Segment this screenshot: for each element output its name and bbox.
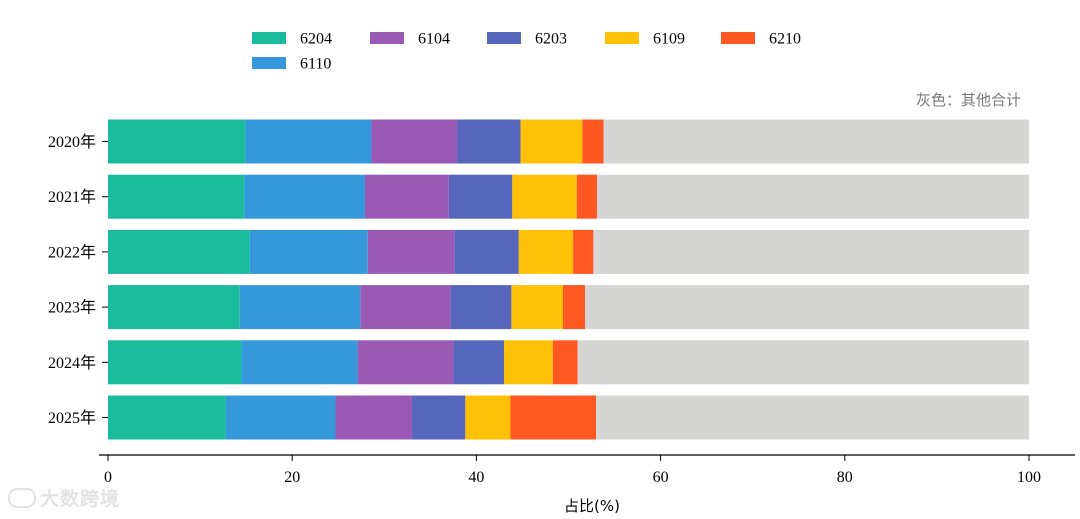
watermark: 大数跨境 [8, 484, 120, 511]
gray-note: 灰色：其他合计 [916, 91, 1021, 109]
x-tick-label: 0 [104, 469, 112, 486]
bar-segment-6203-2020年 [457, 119, 521, 164]
bar-segment-6110-2025年 [225, 395, 336, 440]
bar-segment-6110-2021年 [244, 174, 365, 219]
x-tick-label: 100 [1017, 469, 1041, 486]
bar-segment-6104-2023年 [360, 285, 451, 330]
y-tick-label: 2024年 [48, 354, 96, 372]
bar-segment-6210-2023年 [562, 285, 586, 330]
bar-segment-6204-2021年 [108, 174, 245, 219]
bar-segment-6204-2023年 [108, 285, 240, 330]
bar-segment-6109-2025年 [465, 395, 511, 440]
bar-segment-6210-2025年 [510, 395, 597, 440]
legend-label-6203: 6203 [535, 31, 567, 48]
legend: 6204 6104 6203 6109 6210 6110 [252, 31, 801, 73]
bar-segment-6104-2024年 [357, 340, 454, 385]
watermark-logo-icon [8, 488, 36, 508]
legend-swatch-6110 [252, 57, 286, 69]
bar-segment-6104-2022年 [367, 229, 455, 274]
bar-segment-6109-2020年 [520, 119, 583, 164]
y-tick-label: 2025年 [48, 409, 96, 427]
legend-swatch-6210 [721, 32, 755, 44]
y-tick-label: 2023年 [48, 299, 96, 317]
legend-swatch-6104 [370, 32, 404, 44]
bar-segment-6204-2020年 [108, 119, 246, 164]
bars [108, 119, 1029, 440]
bar-segment-6204-2024年 [108, 340, 242, 385]
bar-segment-6109-2022年 [518, 229, 574, 274]
legend-swatch-6203 [487, 32, 521, 44]
bar-segment-其他合计-2020年 [603, 119, 1029, 164]
x-axis-label: 占比(%) [564, 497, 620, 515]
legend-swatch-6109 [605, 32, 639, 44]
bar-segment-6210-2024年 [552, 340, 578, 385]
x-tick-label: 80 [837, 469, 853, 486]
x-tick-label: 60 [653, 469, 669, 486]
bar-segment-6210-2020年 [582, 119, 604, 164]
bar-segment-6203-2021年 [448, 174, 513, 219]
bar-segment-6210-2022年 [573, 229, 594, 274]
legend-label-6104: 6104 [418, 31, 450, 48]
bar-segment-6109-2021年 [512, 174, 577, 219]
y-tick-label: 2022年 [48, 243, 96, 261]
bar-segment-6109-2023年 [511, 285, 563, 330]
bar-segment-6203-2022年 [454, 229, 519, 274]
bar-segment-6110-2023年 [239, 285, 361, 330]
bar-segment-6110-2024年 [241, 340, 358, 385]
legend-label-6110: 6110 [300, 56, 331, 73]
x-axis: 0 20 40 60 80 100 [99, 454, 1075, 486]
bar-segment-6203-2025年 [411, 395, 466, 440]
y-tick-label: 2020年 [48, 133, 96, 151]
bar-segment-6110-2022年 [249, 229, 368, 274]
bar-segment-6203-2023年 [450, 285, 512, 330]
bar-segment-其他合计-2022年 [593, 229, 1029, 274]
y-tick-label: 2021年 [48, 188, 96, 206]
x-tick-label: 40 [468, 469, 484, 486]
bar-segment-6210-2021年 [576, 174, 598, 219]
bar-segment-6203-2024年 [453, 340, 505, 385]
legend-swatch-6204 [252, 32, 286, 44]
bar-segment-6110-2020年 [245, 119, 372, 164]
watermark-text: 大数跨境 [40, 488, 121, 510]
bar-segment-6104-2020年 [371, 119, 458, 164]
bar-segment-6104-2021年 [364, 174, 449, 219]
bar-segment-6104-2025年 [335, 395, 412, 440]
legend-label-6210: 6210 [769, 31, 801, 48]
legend-label-6204: 6204 [300, 31, 332, 48]
bar-segment-其他合计-2025年 [596, 395, 1029, 440]
bar-segment-6204-2025年 [108, 395, 226, 440]
bar-segment-6109-2024年 [504, 340, 553, 385]
bar-segment-其他合计-2023年 [585, 285, 1029, 330]
bar-segment-其他合计-2024年 [577, 340, 1029, 385]
bar-segment-其他合计-2021年 [597, 174, 1029, 219]
bar-segment-6204-2022年 [108, 229, 250, 274]
x-tick-label: 20 [284, 469, 300, 486]
legend-label-6109: 6109 [653, 31, 685, 48]
y-axis: 2020年 2021年 2022年 2023年 2024年 2025年 [48, 133, 108, 427]
